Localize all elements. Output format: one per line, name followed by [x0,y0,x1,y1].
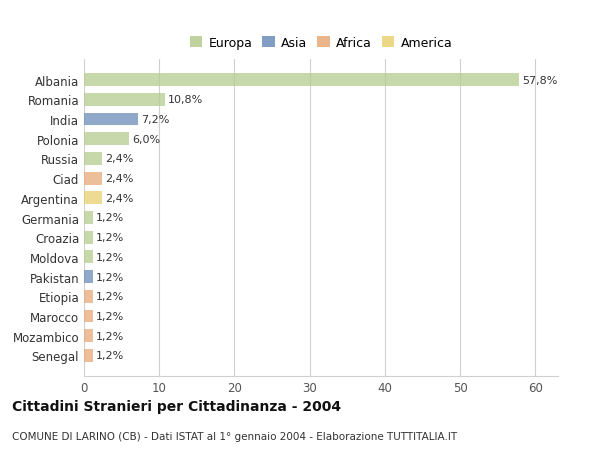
Bar [84,74,519,87]
Bar [84,271,93,283]
Text: 2,4%: 2,4% [105,174,133,184]
Text: 1,2%: 1,2% [96,252,124,263]
Bar [84,94,165,106]
Text: 7,2%: 7,2% [141,115,170,125]
Bar [84,113,138,126]
Text: 6,0%: 6,0% [132,134,160,145]
Bar [84,310,93,323]
Text: 1,2%: 1,2% [96,233,124,243]
Text: 2,4%: 2,4% [105,154,133,164]
Text: 10,8%: 10,8% [168,95,203,105]
Legend: Europa, Asia, Africa, America: Europa, Asia, Africa, America [187,34,455,52]
Bar [84,212,93,224]
Text: 1,2%: 1,2% [96,291,124,302]
Bar [84,172,102,185]
Text: 1,2%: 1,2% [96,311,124,321]
Bar [84,231,93,244]
Text: 1,2%: 1,2% [96,272,124,282]
Bar [84,251,93,264]
Text: 1,2%: 1,2% [96,331,124,341]
Text: 1,2%: 1,2% [96,213,124,223]
Bar [84,349,93,362]
Text: Cittadini Stranieri per Cittadinanza - 2004: Cittadini Stranieri per Cittadinanza - 2… [12,399,341,413]
Text: 57,8%: 57,8% [522,75,557,85]
Text: 1,2%: 1,2% [96,351,124,361]
Text: COMUNE DI LARINO (CB) - Dati ISTAT al 1° gennaio 2004 - Elaborazione TUTTITALIA.: COMUNE DI LARINO (CB) - Dati ISTAT al 1°… [12,431,457,442]
Text: 2,4%: 2,4% [105,193,133,203]
Bar [84,192,102,205]
Bar [84,153,102,165]
Bar [84,133,129,146]
Bar [84,330,93,342]
Bar [84,290,93,303]
